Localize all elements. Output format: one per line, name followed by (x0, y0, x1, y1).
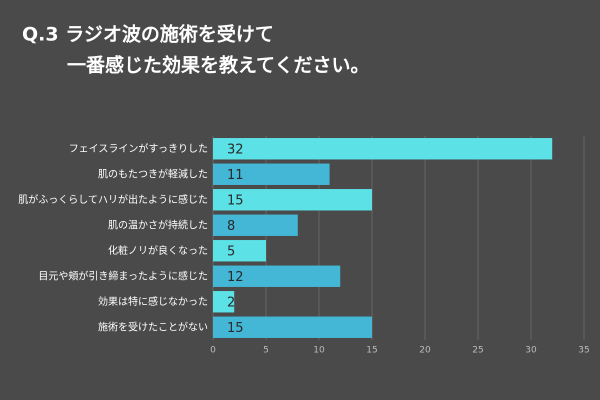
value-label: 5 (227, 244, 235, 259)
x-tick-label: 30 (525, 346, 537, 356)
x-tick-label: 15 (366, 346, 377, 356)
x-tick-label: 25 (472, 346, 483, 356)
bar (213, 240, 266, 262)
value-label: 15 (227, 321, 244, 336)
bar (213, 214, 298, 236)
y-tick-label: 肌のもたつきが軽減した (98, 167, 208, 180)
chart-title: 一番感じた効果を教えてください。 (67, 54, 369, 77)
y-tick-label: 肌がふっくらしてハリが出たように感じた (18, 193, 208, 206)
x-tick-label: 5 (263, 346, 269, 356)
value-label: 8 (227, 219, 235, 234)
y-tick-label: 施術を受けたことがない (98, 320, 208, 333)
chart-title: Q.3 ラジオ波の施術を受けて (22, 23, 274, 46)
value-label: 2 (227, 295, 235, 310)
value-label: 15 (227, 193, 244, 208)
bar (213, 163, 330, 185)
bar (213, 138, 553, 160)
x-tick-label: 20 (419, 346, 431, 356)
bar (213, 316, 372, 338)
bar (213, 265, 341, 287)
value-label: 11 (227, 168, 244, 183)
x-tick-label: 35 (578, 346, 589, 356)
value-label: 32 (227, 142, 244, 157)
x-tick-label: 0 (210, 346, 216, 356)
y-tick-label: 効果は特に感じなかった (98, 295, 208, 308)
y-tick-label: 化粧ノリが良くなった (108, 244, 208, 257)
y-tick-label: 肌の温かさが持続した (108, 218, 208, 231)
value-label: 12 (227, 270, 244, 285)
y-tick-label: 目元や頬が引き締まったように感じた (38, 269, 208, 282)
bar (213, 189, 372, 211)
x-tick-label: 10 (313, 346, 325, 356)
y-tick-label: フェイスラインがすっきりした (69, 142, 208, 155)
bar (213, 291, 235, 313)
